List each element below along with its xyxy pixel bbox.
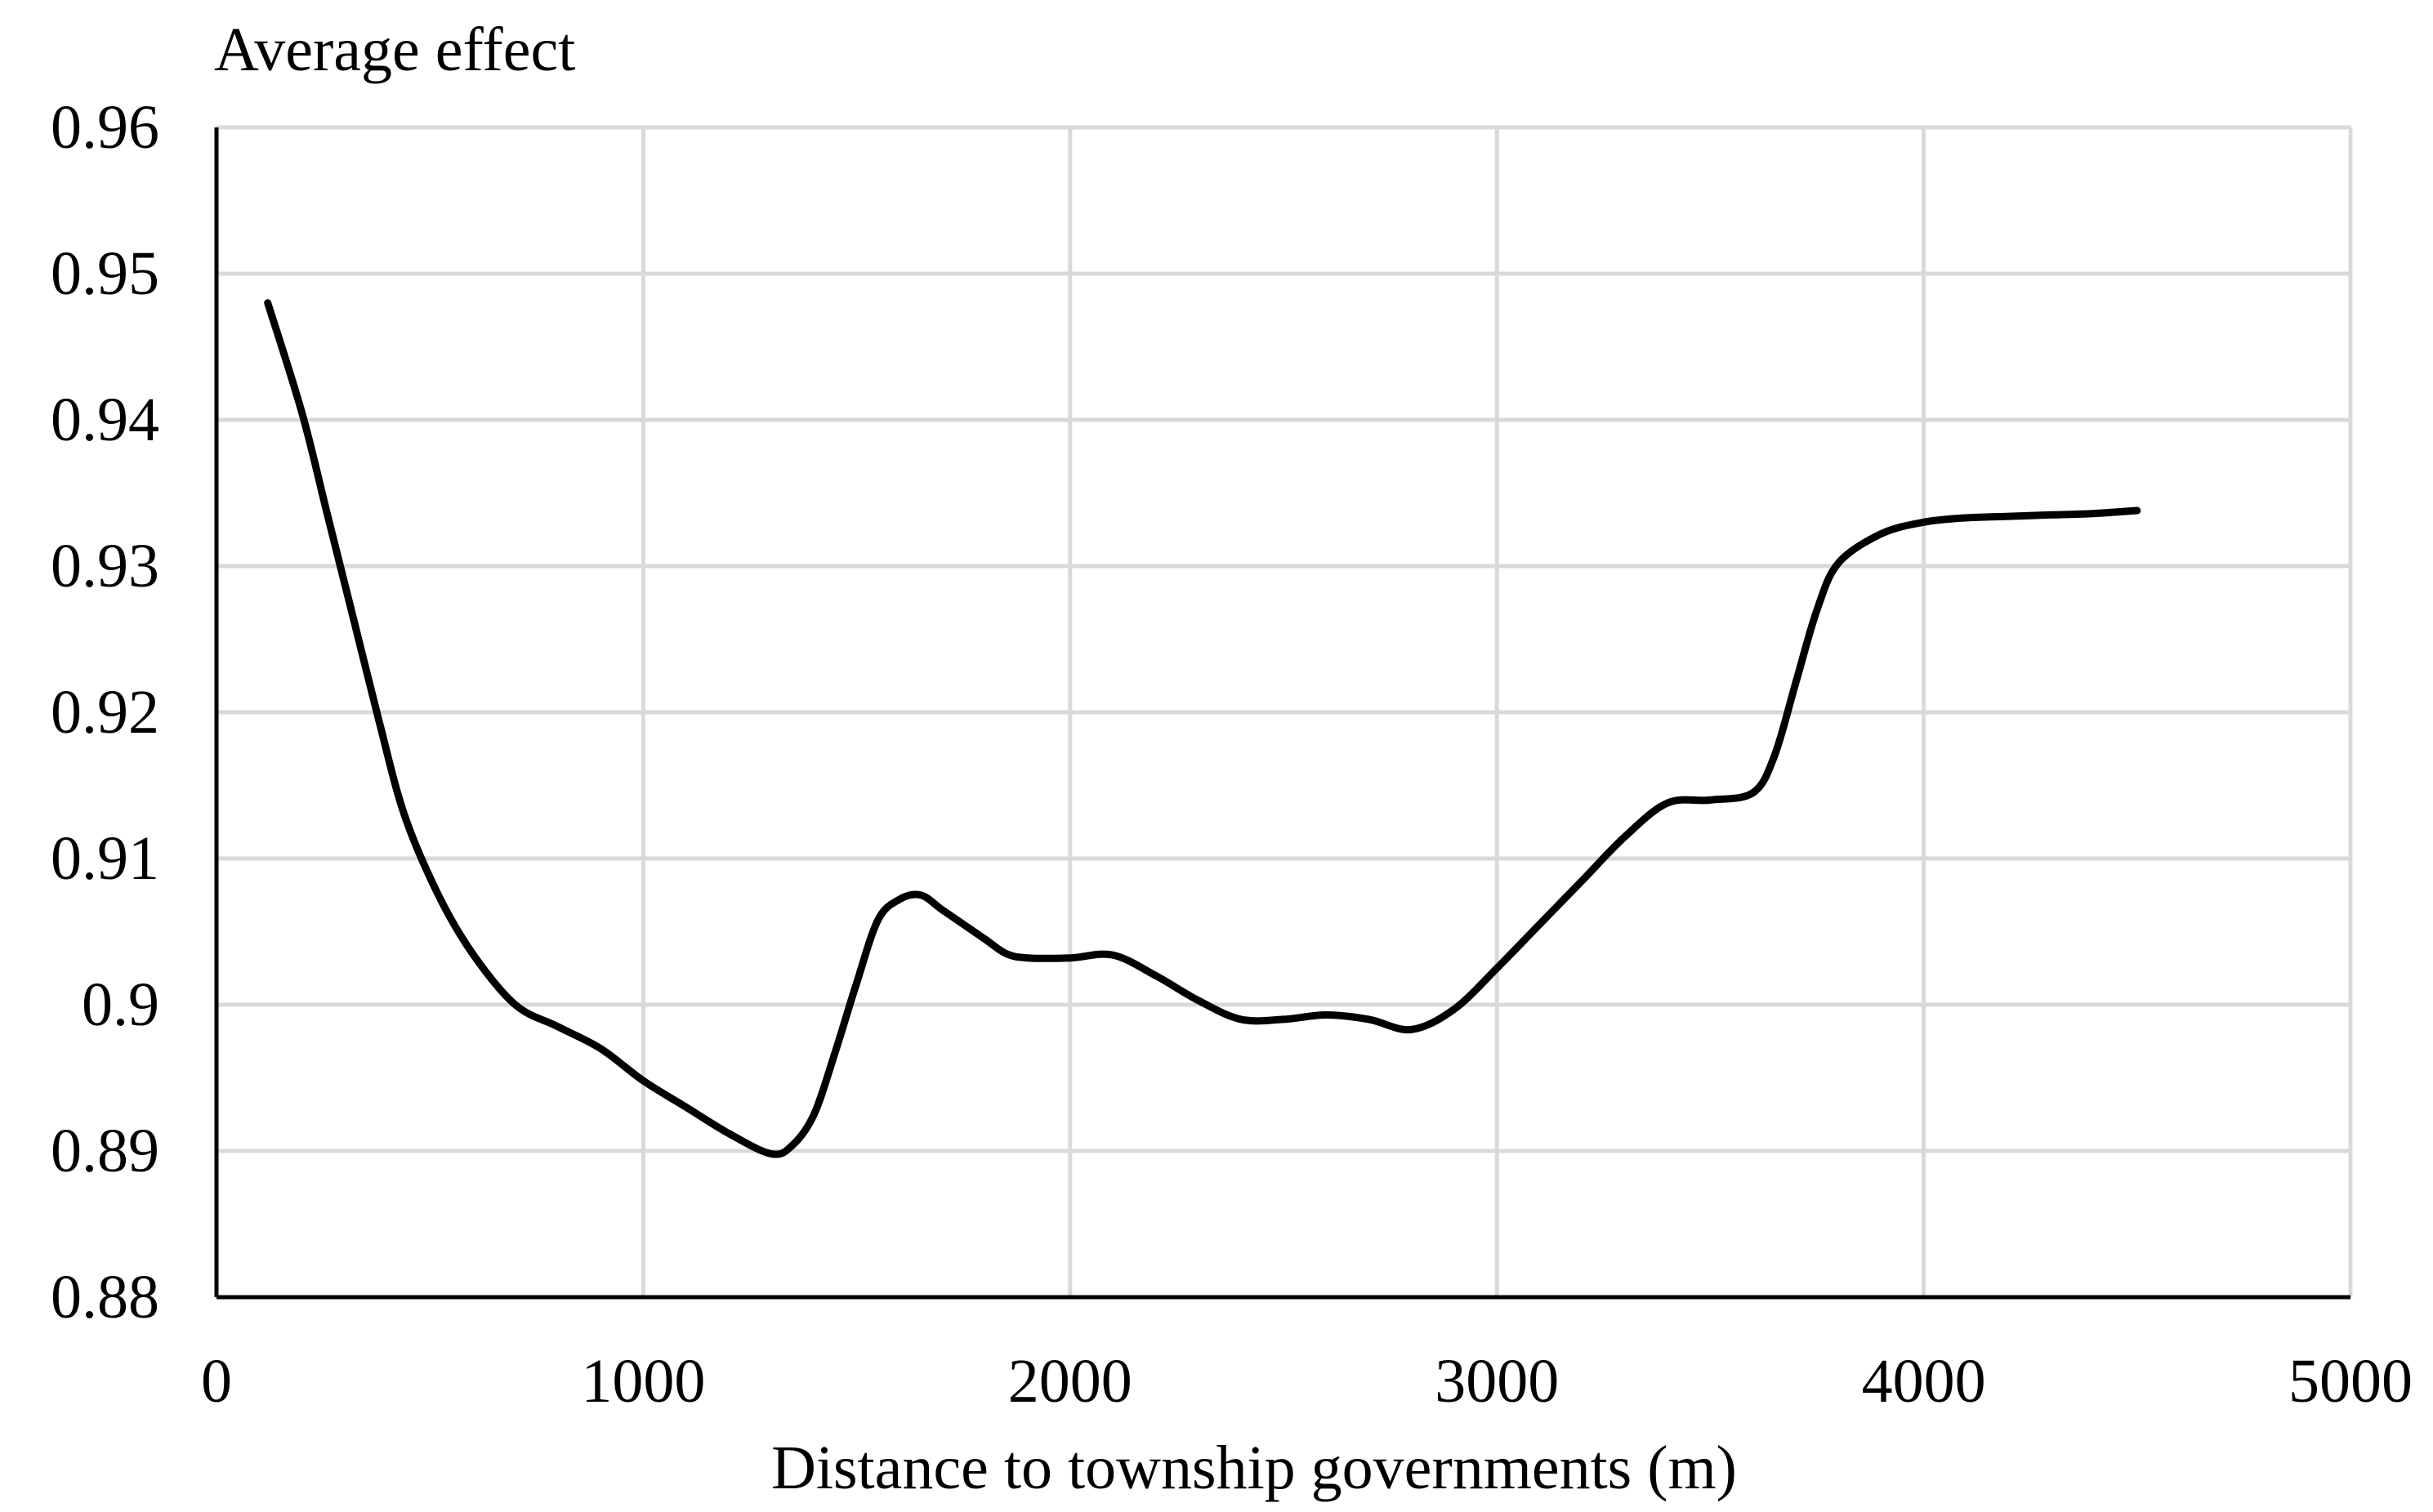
tick-labels: 0.88 0.89 0.9 0.91 0.92 0.93 0.94 0.95 0.96 0 1000… (51, 93, 2413, 1416)
y-tick-label: 0.88 (51, 1263, 159, 1331)
x-tick-label: 4000 (1862, 1347, 1986, 1416)
y-tick-label: 0.91 (51, 824, 159, 893)
x-axis-title: Distance to township governments (m) (771, 1434, 1737, 1502)
series-line (264, 299, 2141, 1158)
x-tick-label: 2000 (1008, 1347, 1132, 1416)
y-tick-label: 0.94 (51, 386, 159, 454)
x-tick-label: 1000 (581, 1347, 705, 1416)
y-tick-label: 0.92 (51, 678, 159, 747)
series-layer (264, 299, 2141, 1158)
y-tick-label: 0.9 (82, 970, 159, 1039)
axes (214, 127, 2350, 1300)
y-tick-label: 0.89 (51, 1117, 159, 1185)
y-tick-label: 0.95 (51, 239, 159, 308)
x-tick-label: 0 (201, 1347, 232, 1416)
gridlines (217, 125, 2353, 1297)
x-tick-label: 5000 (2288, 1347, 2413, 1416)
y-tick-label: 0.96 (51, 93, 159, 162)
y-axis-title: Average effect (214, 16, 575, 84)
x-tick-label: 3000 (1435, 1347, 1559, 1416)
y-tick-label: 0.93 (51, 532, 159, 600)
